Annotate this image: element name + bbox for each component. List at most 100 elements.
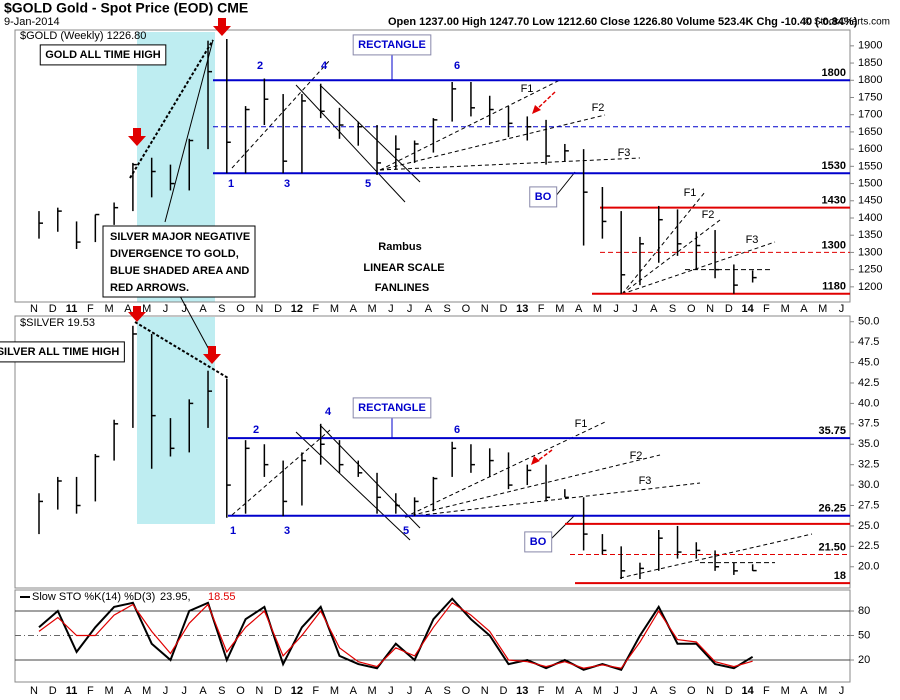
x-tick-label: D [500,685,508,697]
x-tick-label: F [87,685,94,697]
x-tick-label: 12 [291,303,303,315]
annotation: F1 [521,83,534,95]
y-tick-label: 1500 [858,177,882,189]
x-tick-label: J [613,303,619,315]
y-tick-label: 1650 [858,126,882,138]
x-tick-label: A [425,685,433,697]
x-tick-label: J [839,303,845,315]
annotation-box [102,225,256,298]
x-tick-label: 14 [742,685,755,697]
annotation: SILVER MAJOR NEGATIVE [110,231,250,243]
annotation: F2 [702,209,715,221]
x-tick-label: M [555,303,564,315]
annotation: 1 [230,525,236,537]
annotation: 1 [228,178,234,190]
y-tick-label: 1750 [858,91,882,103]
fan-line [621,191,706,295]
red-arrow [535,449,553,463]
y-tick-label: 32.5 [858,459,879,471]
y-tick-label: 50.0 [858,316,879,328]
annotation: RED ARROWS. [110,282,189,294]
y-tick-label: 1300 [858,246,882,258]
y-tick-label: 1550 [858,160,882,172]
y-tick-label: 1250 [858,264,882,276]
y-tick-label: 42.5 [858,377,879,389]
trend-line [231,59,331,169]
x-tick-label: 12 [291,685,303,697]
x-tick-label: M [105,303,114,315]
x-tick-label: O [236,685,245,697]
legend: $GOLD (Weekly) 1226.80 [20,30,146,42]
y-tick-label: 47.5 [858,336,879,348]
x-tick-label: D [49,303,57,315]
x-tick-label: J [388,685,394,697]
annotation: F2 [592,102,605,114]
x-tick-label: N [255,303,263,315]
x-tick-label: F [538,303,545,315]
x-tick-label: J [407,685,413,697]
trend-line [129,39,214,179]
annotation: 2 [253,424,259,436]
x-tick-label: 14 [742,303,755,315]
fan-line [379,114,606,171]
x-tick-label: 13 [516,303,528,315]
annotation: F1 [684,187,697,199]
red-arrow [213,18,231,36]
x-tick-label: A [425,303,433,315]
annotation-box [529,186,558,208]
callout-line [179,295,213,356]
x-tick-label: N [481,685,489,697]
annotation: RECTANGLE [358,39,426,51]
annotation: F2 [630,450,643,462]
annotation: F3 [639,475,652,487]
y-tick-label: 1400 [858,212,882,224]
x-tick-label: S [218,685,225,697]
annotation-box [352,397,432,419]
x-tick-label: F [312,685,319,697]
x-tick-label: J [388,303,394,315]
annotation: Rambus [378,241,421,253]
y-tick-label: 1800 [858,74,882,86]
red-arrow [535,91,556,111]
annotation: 6 [454,60,460,72]
y-tick-label: 1200 [858,281,882,293]
x-tick-label: F [763,685,770,697]
x-tick-label: A [199,303,207,315]
x-tick-label: A [650,303,658,315]
x-tick-label: N [255,685,263,697]
annotation: 5 [403,525,409,537]
x-tick-label: 11 [66,303,78,315]
y-tick-label: 1700 [858,109,882,121]
x-tick-label: M [781,303,790,315]
y-tick-label: 45.0 [858,356,879,368]
x-tick-label: 13 [516,685,528,697]
annotation: DIVERGENCE TO GOLD, [110,248,239,260]
fan-line [621,241,776,295]
legend: $SILVER 19.53 [20,317,95,329]
callout-line [554,171,576,198]
x-tick-label: O [462,303,471,315]
x-tick-label: J [632,685,638,697]
x-tick-label: M [142,303,151,315]
x-tick-label: S [669,303,676,315]
red-arrow [128,306,146,322]
annotation-box [0,341,125,363]
x-tick-label: M [555,685,564,697]
sto-legend: Slow STO %K(14) %D(3) 23.95, 18.55 [20,591,236,603]
annotation: BO [530,536,547,548]
trend-line [319,84,421,183]
y-tick-label: 40.0 [858,397,879,409]
x-tick-label: D [725,685,733,697]
panel-frame [14,315,851,589]
x-tick-label: N [30,685,38,697]
trend-line [231,429,331,516]
quote: Open 1237.00 High 1247.70 Low 1212.60 Cl… [388,16,858,28]
annotation-box [39,44,167,66]
y-tick-label: 35.0 [858,438,879,450]
annotation: LINEAR SCALE [363,262,444,274]
annotation: 2 [257,60,263,72]
x-tick-label: D [49,685,57,697]
x-tick-label: J [632,303,638,315]
x-tick-label: N [706,303,714,315]
level-label: 21.50 [818,541,846,553]
